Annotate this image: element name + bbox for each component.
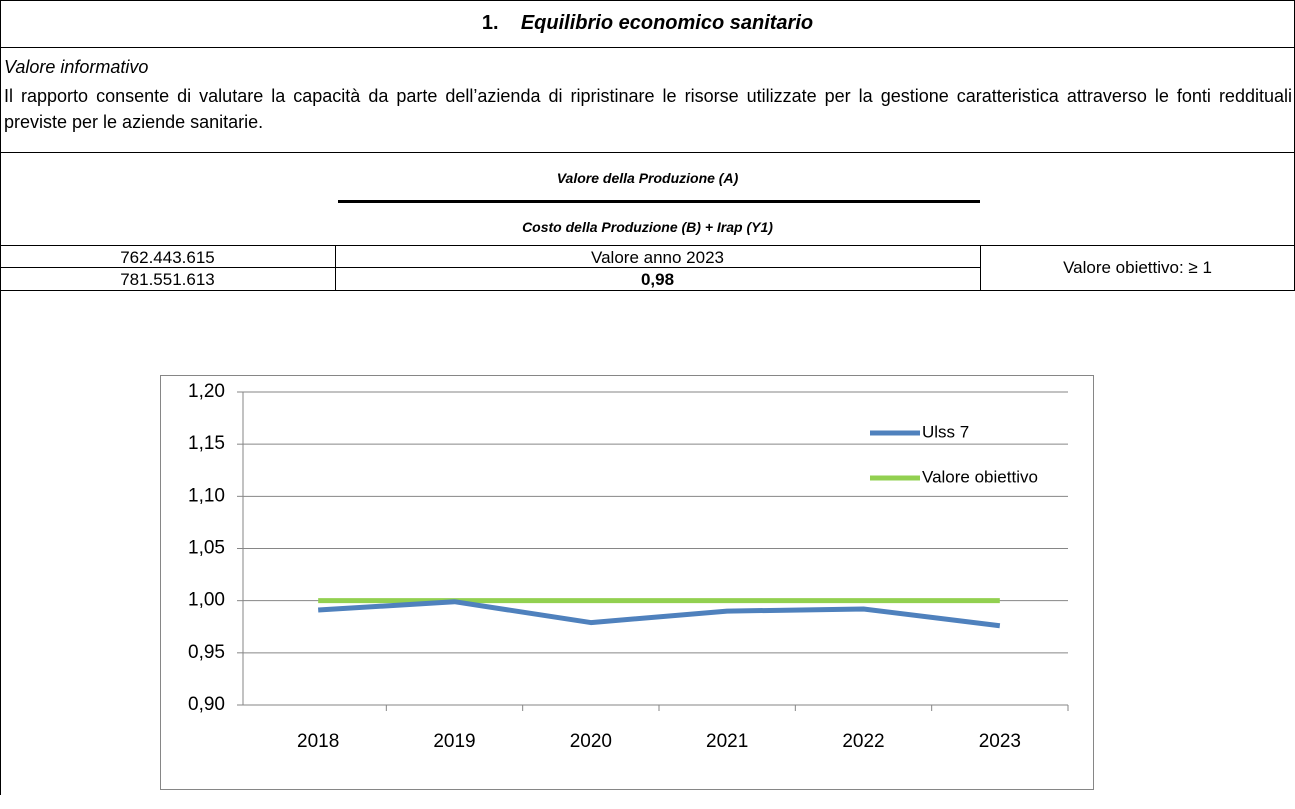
y-tick-label: 1,20 [188,381,225,402]
series-line [318,599,1001,629]
legend-label: Ulss 7 [922,422,969,441]
border [0,267,980,268]
legend-label: Valore obiettivo [922,467,1038,486]
border [0,0,1,795]
y-tick-label: 0,90 [188,694,225,715]
denominator: Costo della Produzione (B) + Irap (Y1) [522,219,773,235]
y-tick-label: 1,10 [188,485,225,506]
title: 1. Equilibrio economico sanitario [0,12,1295,35]
border [0,152,1295,153]
x-tick-label: 2021 [706,731,748,752]
info-heading: Valore informativo [4,57,149,77]
chart-frame [160,375,1094,790]
border [0,0,1295,1]
title-text: Equilibrio economico sanitario [520,12,814,34]
y-tick-label: 1,05 [188,538,225,559]
result: 0,98 [640,270,675,289]
info-text: Il rapporto consente di valutare la capa… [4,86,1292,132]
border [0,245,1295,246]
target: Valore obiettivo: ≥ 1 [1063,258,1212,277]
numerator-value: 762.443.615 [120,248,215,267]
y-tick-label: 1,00 [188,590,225,611]
y-tick-label: 1,15 [188,433,225,454]
border [335,245,336,290]
x-tick-label: 2022 [842,731,884,752]
x-tick-label: 2019 [433,731,475,752]
y-tick-label: 0,95 [188,642,225,663]
border [0,290,1295,291]
numerator: Valore della Produzione (A) [556,170,739,186]
x-tick-label: 2020 [570,731,612,752]
x-tick-label: 2018 [297,731,339,752]
x-tick-label: 2023 [979,731,1021,752]
title-number: 1. [481,12,499,34]
fraction-line [338,200,980,203]
border [980,245,981,290]
border [0,47,1295,48]
year-label: Valore anno 2023 [591,248,724,267]
denominator-value: 781.551.613 [120,270,215,289]
